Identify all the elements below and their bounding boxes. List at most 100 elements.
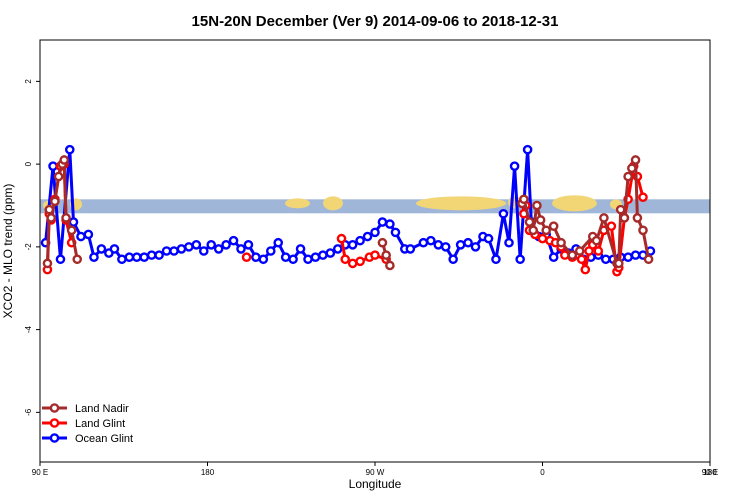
data-point xyxy=(574,246,585,256)
legend-label: Ocean Glint xyxy=(75,433,133,445)
data-point xyxy=(258,254,269,265)
series-segment xyxy=(494,213,505,260)
y-axis: 2 0 -2 -4 -6 xyxy=(24,79,40,416)
data-point xyxy=(623,171,633,182)
data-point xyxy=(139,252,150,263)
data-point xyxy=(390,227,401,238)
data-point xyxy=(146,250,157,260)
x-tick-label: 180 xyxy=(703,468,717,477)
data-point xyxy=(273,237,284,248)
data-point xyxy=(418,237,429,248)
data-point xyxy=(59,155,69,165)
data-point xyxy=(470,242,481,252)
data-point xyxy=(548,252,559,263)
series-segment xyxy=(62,159,68,218)
data-point xyxy=(124,252,135,263)
data-point xyxy=(515,254,525,265)
data-point xyxy=(619,213,630,223)
data-point xyxy=(630,250,641,260)
data-point xyxy=(537,233,548,244)
data-point xyxy=(50,196,60,207)
data-point xyxy=(440,242,451,252)
data-point xyxy=(362,231,373,242)
data-point xyxy=(377,217,388,227)
data-point xyxy=(355,235,365,246)
data-point xyxy=(48,161,58,171)
data-point xyxy=(504,237,514,248)
data-point xyxy=(548,221,559,231)
data-point xyxy=(184,242,194,252)
data-point xyxy=(498,208,509,219)
data-point xyxy=(76,231,86,242)
legend-label: Land Nadir xyxy=(75,403,129,415)
legend-marker xyxy=(49,418,60,428)
data-point xyxy=(522,144,533,155)
data-point xyxy=(117,254,127,265)
data-point xyxy=(426,235,436,246)
data-point xyxy=(336,233,347,244)
series-segment xyxy=(68,149,75,223)
series-segment xyxy=(70,230,79,260)
data-point xyxy=(509,161,520,171)
data-point xyxy=(599,213,609,223)
land-patch xyxy=(285,198,310,209)
series-segment xyxy=(513,166,522,260)
data-point xyxy=(332,244,343,254)
data-point xyxy=(535,215,546,225)
data-point xyxy=(448,254,458,265)
data-point xyxy=(638,225,648,236)
data-point xyxy=(288,254,298,265)
data-point xyxy=(318,250,328,260)
x-axis-label: Longitude xyxy=(349,477,402,491)
data-point xyxy=(638,192,648,203)
data-point xyxy=(251,252,261,263)
data-point xyxy=(627,163,637,174)
data-point xyxy=(61,213,71,223)
series-segment xyxy=(507,166,517,243)
chart-title: 15N-20N December (Ver 9) 2014-09-06 to 2… xyxy=(192,13,559,30)
data-point xyxy=(556,237,566,248)
data-point xyxy=(541,225,552,236)
data-point xyxy=(340,254,351,265)
data-point xyxy=(370,250,380,260)
data-point xyxy=(643,254,654,265)
data-point xyxy=(519,194,529,205)
data-point xyxy=(280,252,291,263)
data-point xyxy=(532,200,542,211)
legend-marker xyxy=(49,403,60,413)
data-point xyxy=(89,252,99,263)
data-point xyxy=(593,246,604,256)
series-segment xyxy=(602,217,619,264)
data-point xyxy=(96,244,107,254)
data-point xyxy=(455,239,466,250)
data-point xyxy=(567,250,578,260)
series-segment xyxy=(526,149,533,223)
data-point xyxy=(623,252,633,263)
data-point xyxy=(198,246,209,256)
data-point xyxy=(206,239,217,250)
land-patch xyxy=(416,196,506,211)
legend-item: Ocean Glint xyxy=(42,433,133,445)
data-point xyxy=(433,239,444,250)
data-point xyxy=(325,248,336,258)
x-tick-label: 90 E xyxy=(702,468,718,477)
data-point xyxy=(46,213,56,223)
data-point xyxy=(528,225,538,236)
data-point xyxy=(265,246,276,256)
data-point xyxy=(632,213,643,223)
land-patch xyxy=(552,195,597,212)
series-land-nadir xyxy=(42,155,654,271)
data-point xyxy=(72,254,83,265)
data-point xyxy=(483,233,494,244)
data-point xyxy=(576,254,587,265)
data-point xyxy=(53,171,64,182)
data-point xyxy=(591,235,602,246)
data-point xyxy=(131,252,142,263)
legend-marker xyxy=(49,433,60,443)
series-layer xyxy=(40,144,656,277)
data-point xyxy=(405,244,416,254)
data-point xyxy=(580,264,591,275)
x-tick-label: 180 xyxy=(201,468,215,477)
